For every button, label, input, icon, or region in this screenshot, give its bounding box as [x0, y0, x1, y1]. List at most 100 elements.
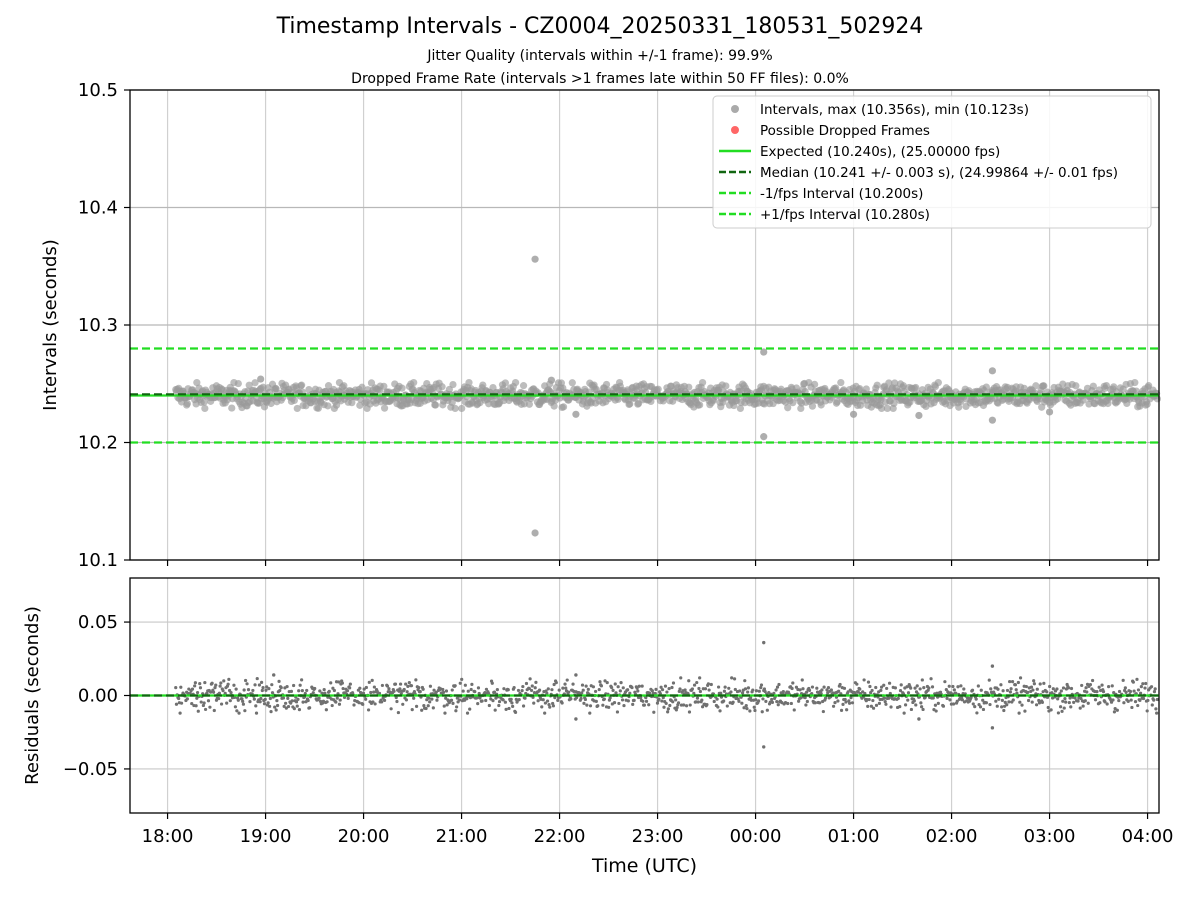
residual-point — [246, 687, 251, 692]
interval-point — [899, 382, 908, 390]
residual-point — [746, 686, 751, 690]
bottom-ytick-label: 0.00 — [78, 686, 118, 707]
interval-point — [955, 403, 963, 411]
residual-point — [286, 696, 290, 701]
residual-point — [675, 705, 679, 710]
residual-point — [715, 697, 719, 701]
residual-point — [268, 696, 272, 701]
residual-point — [493, 708, 497, 712]
residual-point — [688, 703, 692, 707]
interval-point — [890, 399, 898, 407]
residual-point — [596, 704, 600, 708]
residual-point — [1023, 709, 1027, 713]
residual-point — [1115, 708, 1119, 712]
residual-point — [509, 697, 513, 701]
residual-point — [661, 696, 665, 700]
residual-point — [602, 697, 606, 701]
residual-point — [882, 696, 887, 700]
residual-point — [797, 699, 801, 703]
residual-point — [719, 691, 723, 695]
interval-point — [736, 404, 745, 413]
residual-point — [1126, 699, 1130, 703]
xtick-label: 01:00 — [828, 826, 880, 847]
residual-point — [219, 702, 224, 706]
interval-point — [367, 379, 376, 387]
interval-point — [784, 404, 792, 412]
residual-point — [1132, 689, 1136, 693]
residual-point — [839, 708, 844, 712]
residual-point — [973, 705, 977, 709]
interval-point — [883, 404, 891, 413]
residual-point — [195, 696, 199, 700]
residual-point — [241, 702, 246, 706]
residual-point — [1055, 687, 1059, 691]
residual-point — [1078, 706, 1082, 710]
residual-point — [277, 679, 281, 683]
residual-point — [934, 709, 938, 713]
residual-point — [565, 678, 569, 682]
residual-point — [936, 701, 940, 705]
residual-point — [417, 686, 421, 690]
residual-point — [292, 683, 296, 688]
residual-point — [418, 690, 422, 694]
residual-point — [361, 702, 365, 706]
residual-point — [866, 704, 870, 708]
residual-point — [1083, 699, 1087, 703]
residual-point — [487, 703, 491, 708]
residual-point — [243, 678, 248, 683]
residual-point — [718, 709, 722, 713]
residual-point — [943, 680, 947, 684]
residual-point — [663, 684, 668, 688]
residual-point — [583, 697, 588, 702]
residual-point — [194, 704, 198, 708]
residual-point — [1018, 700, 1022, 704]
residual-point — [507, 706, 511, 711]
residual-point — [301, 700, 305, 704]
legend-box — [712, 95, 1152, 229]
legend-marker-1 — [731, 105, 739, 113]
residual-point — [799, 696, 803, 700]
top-ytick-label: 10.1 — [78, 550, 118, 571]
residual-point — [760, 710, 764, 714]
residual-point — [952, 702, 956, 706]
residual-point — [664, 701, 668, 706]
residual-point — [976, 684, 980, 688]
residual-point — [1045, 690, 1049, 694]
residual-point — [690, 687, 694, 691]
residual-point — [217, 696, 221, 701]
residual-point — [997, 697, 1001, 701]
residual-point — [460, 677, 464, 681]
xtick-label: 18:00 — [142, 826, 194, 847]
xtick-label: 21:00 — [436, 826, 488, 847]
residual-point — [905, 685, 909, 689]
residual-point — [530, 684, 534, 688]
residual-point — [746, 690, 750, 694]
residual-point — [1145, 709, 1149, 713]
residual-point — [1061, 686, 1066, 690]
residual-point — [219, 681, 223, 685]
residual-point — [869, 704, 873, 708]
residual-point — [786, 701, 790, 706]
residual-point — [193, 681, 197, 685]
residual-point — [296, 697, 300, 702]
residual-point — [995, 704, 999, 708]
residual-point — [790, 686, 794, 691]
legend-label-4: Median (10.241 +/- 0.003 s), (24.99864 +… — [760, 165, 1118, 181]
interval-point — [1145, 382, 1153, 390]
residual-point — [327, 689, 331, 693]
residual-point — [406, 684, 410, 688]
residual-point — [740, 691, 745, 695]
legend-label-6: +1/fps Interval (10.280s) — [760, 207, 930, 223]
residual-point — [929, 677, 933, 681]
residual-point — [202, 701, 206, 705]
interval-point — [808, 402, 817, 410]
residual-point — [409, 684, 414, 688]
residual-point — [597, 687, 601, 692]
residual-point — [504, 707, 508, 711]
residual-point — [335, 696, 339, 700]
residual-point — [537, 688, 542, 692]
residual-point — [836, 699, 840, 703]
interval-point — [698, 378, 707, 387]
interval-point — [324, 402, 332, 410]
legend: Intervals, max (10.356s), min (10.123s) P… — [712, 95, 1152, 229]
